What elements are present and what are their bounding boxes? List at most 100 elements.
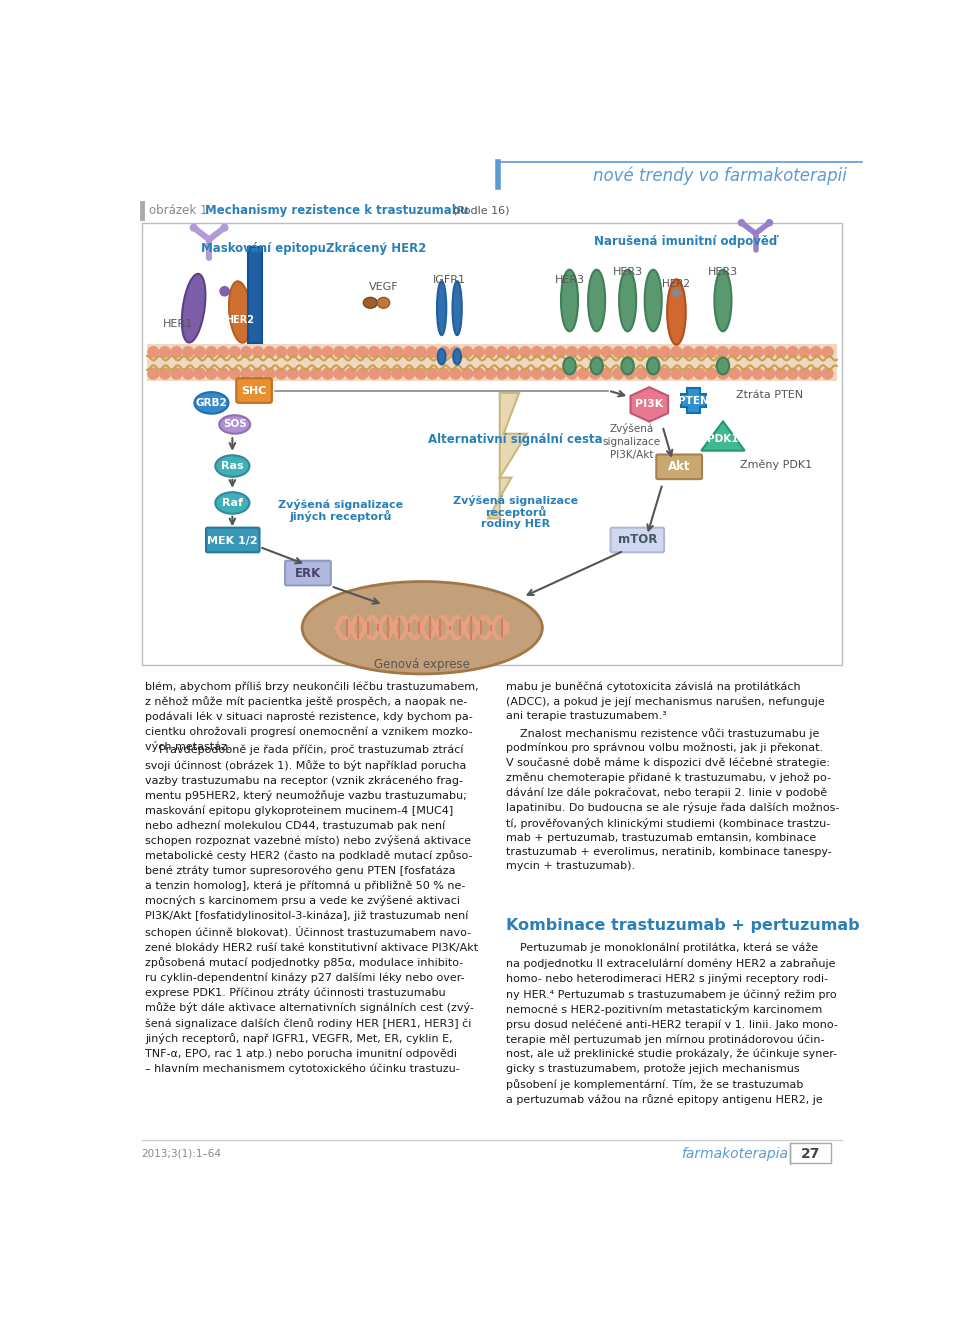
Circle shape <box>810 369 822 379</box>
Polygon shape <box>488 392 527 519</box>
Text: HER3: HER3 <box>612 267 642 277</box>
Circle shape <box>369 369 379 379</box>
Circle shape <box>229 369 240 379</box>
Circle shape <box>671 369 682 379</box>
Text: Narušená imunitní odpověď: Narušená imunitní odpověď <box>594 234 778 248</box>
Circle shape <box>473 369 484 379</box>
Ellipse shape <box>229 282 252 342</box>
Circle shape <box>625 369 636 379</box>
Circle shape <box>346 346 356 357</box>
Circle shape <box>764 369 775 379</box>
Circle shape <box>660 346 670 357</box>
Circle shape <box>403 369 415 379</box>
Circle shape <box>566 369 577 379</box>
Text: nové trendy vo farmakoterapii: nové trendy vo farmakoterapii <box>593 166 847 184</box>
Circle shape <box>578 346 588 357</box>
Circle shape <box>673 288 681 296</box>
Circle shape <box>380 369 392 379</box>
Circle shape <box>473 346 484 357</box>
Circle shape <box>822 369 833 379</box>
Circle shape <box>671 346 682 357</box>
Circle shape <box>543 346 554 357</box>
Circle shape <box>276 346 287 357</box>
Circle shape <box>276 369 287 379</box>
Text: 2013;3(1):1–64: 2013;3(1):1–64 <box>142 1148 222 1159</box>
FancyBboxPatch shape <box>611 528 664 552</box>
Bar <box>142 224 842 665</box>
Circle shape <box>738 220 745 225</box>
Circle shape <box>229 346 240 357</box>
Circle shape <box>311 369 322 379</box>
Circle shape <box>799 346 809 357</box>
Ellipse shape <box>667 279 685 345</box>
Text: obrázek 1: obrázek 1 <box>150 204 208 217</box>
Circle shape <box>357 369 368 379</box>
Circle shape <box>206 369 217 379</box>
Text: Raf: Raf <box>222 498 243 508</box>
Text: GRB2: GRB2 <box>196 398 228 408</box>
Ellipse shape <box>219 415 251 433</box>
Circle shape <box>589 346 601 357</box>
Text: Zvýšená signalizace: Zvýšená signalizace <box>278 499 403 510</box>
Circle shape <box>299 369 310 379</box>
Circle shape <box>578 369 588 379</box>
Ellipse shape <box>377 298 390 308</box>
Circle shape <box>159 346 170 357</box>
Circle shape <box>287 369 299 379</box>
FancyBboxPatch shape <box>236 378 272 403</box>
Text: HER1: HER1 <box>163 319 193 328</box>
Text: IGFR1: IGFR1 <box>433 275 466 284</box>
Bar <box>790 1143 830 1163</box>
Circle shape <box>450 369 461 379</box>
Circle shape <box>706 346 717 357</box>
Circle shape <box>694 369 706 379</box>
Circle shape <box>520 346 531 357</box>
Circle shape <box>221 224 228 230</box>
Circle shape <box>741 369 752 379</box>
Circle shape <box>741 346 752 357</box>
Circle shape <box>416 369 426 379</box>
Circle shape <box>190 224 197 230</box>
Text: Pravděpodobně je řada příčin, proč trastuzumab ztrácí
svoji účinnost (obrázek 1): Pravděpodobně je řada příčin, proč trast… <box>145 745 478 1073</box>
Circle shape <box>625 346 636 357</box>
Circle shape <box>730 346 740 357</box>
Text: PTEN: PTEN <box>678 395 708 406</box>
Text: Zvýšená signalizace: Zvýšená signalizace <box>453 495 578 506</box>
Text: HER3: HER3 <box>555 275 585 284</box>
Circle shape <box>264 346 275 357</box>
Ellipse shape <box>181 274 205 342</box>
Circle shape <box>543 369 554 379</box>
Circle shape <box>403 346 415 357</box>
FancyBboxPatch shape <box>285 561 331 585</box>
Text: PDK1: PDK1 <box>708 435 738 444</box>
Circle shape <box>252 346 263 357</box>
Text: Ras: Ras <box>221 461 244 471</box>
Ellipse shape <box>588 270 605 332</box>
Circle shape <box>636 346 647 357</box>
Circle shape <box>717 346 729 357</box>
Circle shape <box>462 369 472 379</box>
Circle shape <box>346 369 356 379</box>
Ellipse shape <box>714 270 732 332</box>
Circle shape <box>392 346 403 357</box>
Text: Mechanismy rezistence k trastuzumabu: Mechanismy rezistence k trastuzumabu <box>205 204 468 217</box>
Circle shape <box>532 369 542 379</box>
Text: Genová exprese: Genová exprese <box>374 658 470 672</box>
Ellipse shape <box>645 270 661 332</box>
Circle shape <box>218 369 228 379</box>
Circle shape <box>753 346 763 357</box>
Circle shape <box>612 369 624 379</box>
Text: Kombinace trastuzumab + pertuzumab: Kombinace trastuzumab + pertuzumab <box>506 918 859 932</box>
Circle shape <box>601 346 612 357</box>
Circle shape <box>810 346 822 357</box>
Circle shape <box>450 346 461 357</box>
Text: Akt: Akt <box>667 461 690 473</box>
FancyBboxPatch shape <box>206 528 259 552</box>
Circle shape <box>532 346 542 357</box>
FancyBboxPatch shape <box>657 454 702 479</box>
Circle shape <box>241 346 252 357</box>
Circle shape <box>159 369 170 379</box>
Circle shape <box>252 369 263 379</box>
Text: HER2: HER2 <box>662 279 690 288</box>
Circle shape <box>171 369 182 379</box>
